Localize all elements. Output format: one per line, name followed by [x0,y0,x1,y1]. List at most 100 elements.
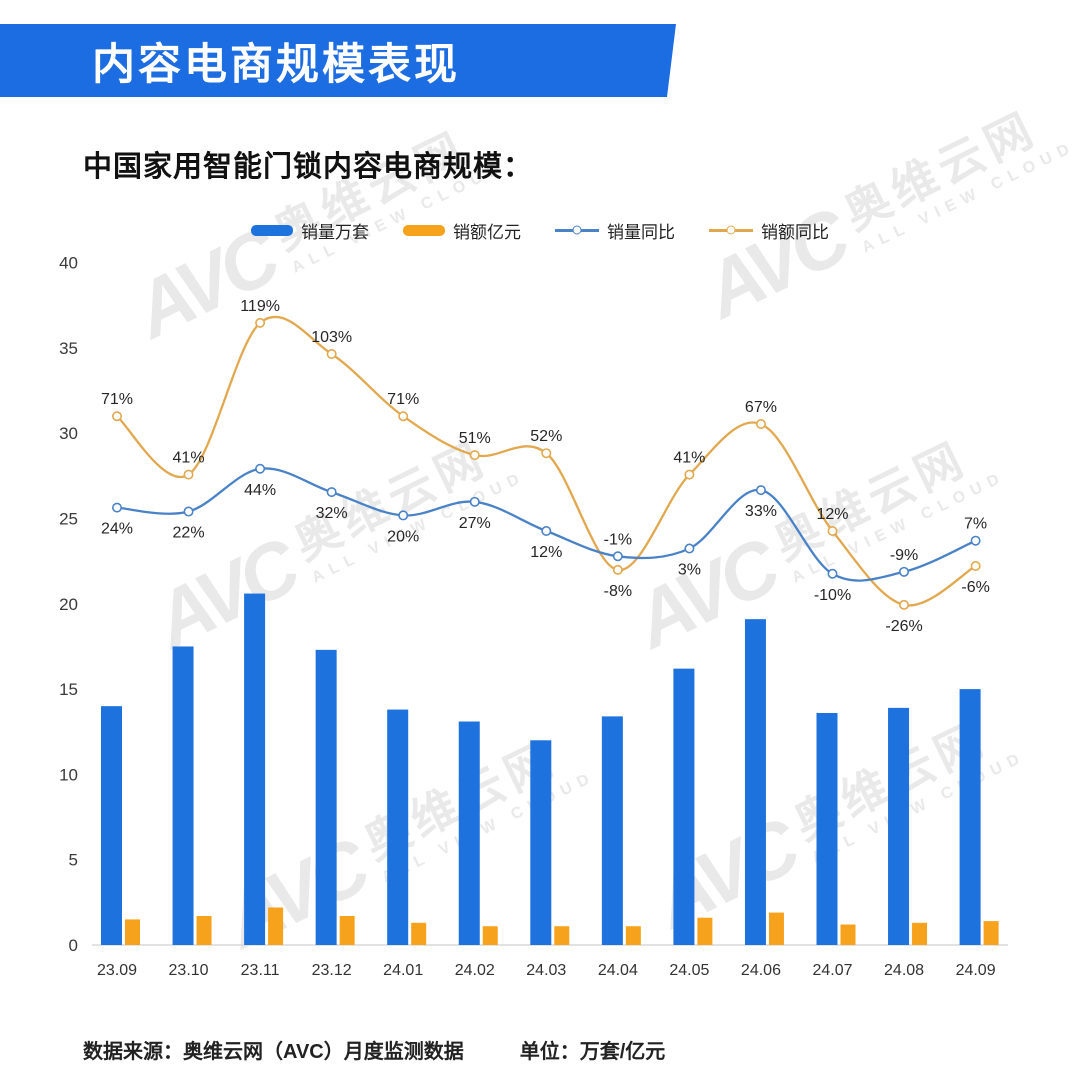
y-axis-tick: 25 [59,510,78,529]
bar-sales-amount [482,926,498,945]
data-label: -10% [814,587,851,604]
data-label: 44% [244,482,276,499]
data-label: -26% [885,618,922,635]
bar-sales-amount [768,912,784,945]
bar-sales-volume [458,721,480,945]
bar-sales-amount [411,922,427,945]
data-label: 24% [101,521,133,538]
legend-label: 销额同比 [761,223,829,242]
line-marker [755,485,766,496]
line-marker [899,599,910,610]
legend-swatch-amount-line [709,225,753,235]
line-marker [398,411,409,422]
bar-sales-amount [196,915,212,945]
bar-sales-amount [339,915,355,945]
data-label: -9% [890,547,918,564]
line-marker [970,560,981,571]
legend-label: 销额亿元 [453,223,521,242]
data-label: 119% [240,298,280,315]
line-marker [684,469,695,480]
bar-sales-volume [244,593,266,945]
legend-swatch-volume-bar [251,225,293,236]
line-marker [255,317,266,328]
x-axis-label: 23.09 [97,962,137,979]
bar-sales-volume [816,712,838,945]
bar-sales-amount [912,922,928,945]
data-label: 33% [745,503,777,520]
line-marker [899,566,910,577]
bar-sales-volume [172,646,194,945]
bar-sales-amount [840,924,856,945]
line-marker [469,450,480,461]
y-axis-tick: 40 [59,254,78,273]
line-marker [112,502,123,513]
line-marker [541,448,552,459]
data-label: -6% [961,579,989,596]
data-label: 12% [816,506,848,523]
data-label: 67% [745,399,777,416]
x-axis-label: 24.01 [383,962,423,979]
data-label: -1% [604,531,632,548]
y-axis-tick: 10 [59,765,78,784]
page-title: 内容电商规模表现 [92,40,460,89]
x-axis-label: 24.04 [598,962,638,979]
line-marker [755,419,766,430]
header-banner: 内容电商规模表现 [0,24,676,97]
y-axis-tick: 15 [59,680,78,699]
bar-sales-amount [625,926,641,945]
x-axis-label: 24.07 [812,962,852,979]
line-marker [827,525,838,536]
data-label: 51% [459,430,491,447]
x-axis-label: 24.05 [669,962,709,979]
bar-sales-volume [101,706,122,945]
data-label: 71% [101,391,133,408]
x-axis-label: 23.11 [241,962,280,979]
bar-sales-volume [888,707,910,945]
bar-sales-volume [959,689,981,945]
data-label: 12% [530,544,562,561]
line-marker [255,463,266,474]
bar-sales-volume [673,668,695,945]
data-label: 71% [387,391,419,408]
line-marker [326,349,337,360]
legend-item-sales-amount: 销额亿元 [403,218,521,243]
bar-sales-amount [983,921,999,945]
line-marker [469,496,480,507]
x-axis-label: 24.02 [455,962,495,979]
bar-sales-volume [387,709,409,945]
data-label: 103% [311,329,352,346]
x-axis-label: 24.09 [956,962,996,979]
line-marker [684,543,695,554]
bar-sales-volume [601,716,623,945]
bar-sales-amount [268,907,284,945]
y-axis-tick: 0 [69,936,78,955]
data-label: 27% [459,515,491,532]
bar-sales-amount [125,919,140,945]
legend-label: 销量同比 [607,223,675,242]
x-axis-label: 24.06 [741,962,781,979]
data-label: -8% [604,583,632,600]
bar-sales-amount [554,926,570,945]
x-axis-label: 23.10 [169,962,209,979]
data-label: 41% [173,450,205,467]
data-label: 41% [673,450,705,467]
bar-sales-volume [315,649,337,945]
chart-title: 中国家用智能门锁内容电商规模： [83,151,534,183]
unit-note: 单位：万套/亿元 [519,1041,666,1063]
data-label: 52% [530,428,562,445]
legend-item-amount-yoy: 销额同比 [709,218,829,243]
data-source-note: 数据来源：奥维云网（AVC）月度监测数据 [83,1041,464,1063]
line-marker [612,564,623,575]
x-axis-label: 23.12 [312,962,352,979]
x-axis-label: 24.03 [526,962,566,979]
legend-item-volume-yoy: 销量同比 [555,218,675,243]
data-label: 7% [964,516,987,533]
y-axis-tick: 30 [59,424,78,443]
line-marker [183,469,194,480]
legend-label: 销量万套 [301,223,369,242]
data-label: 20% [387,528,419,545]
line-marker [827,568,838,579]
chart-legend: 销量万套 销额亿元 销量同比 销额同比 [0,218,1080,243]
line-marker [970,535,981,546]
